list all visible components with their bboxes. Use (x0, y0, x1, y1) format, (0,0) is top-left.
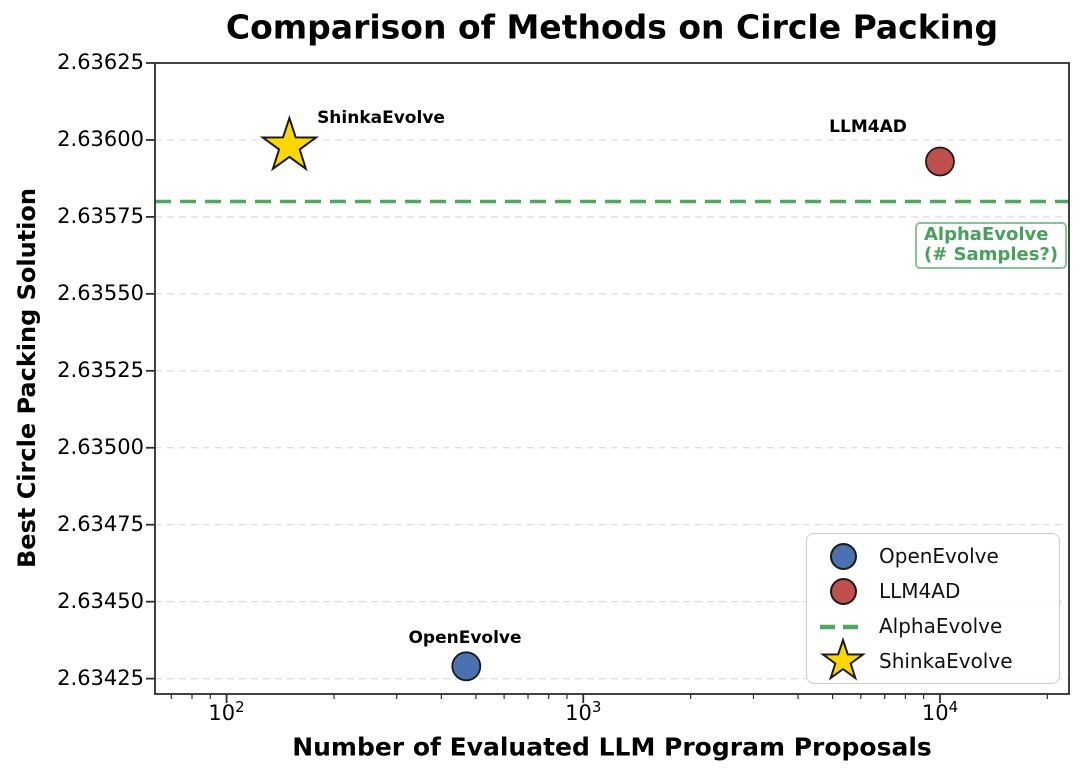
legend-item-openevolve: OpenEvolve (807, 539, 1059, 573)
legend: OpenEvolve LLM4AD AlphaEvolve ShinkaEvol… (806, 533, 1060, 684)
y-tick-label: 2.63600 (57, 126, 144, 151)
alphaevolve-annotation-line1: AlphaEvolve (924, 224, 1049, 245)
plot-border (154, 62, 1070, 695)
legend-item-alphaevolve: AlphaEvolve (807, 609, 1059, 643)
y-tick-label: 2.63425 (57, 665, 144, 690)
y-tick-label: 2.63450 (57, 588, 144, 613)
marker-shinkaevolve (259, 114, 320, 172)
x-tick-label: 104 (921, 698, 959, 725)
legend-label-llm4ad: LLM4AD (879, 579, 961, 604)
marker-openevolve (451, 651, 482, 682)
point-label-shinkaevolve: ShinkaEvolve (317, 108, 445, 128)
marker-llm4ad (925, 146, 955, 177)
y-tick-label: 2.63625 (57, 50, 144, 74)
y-tick-label: 2.63500 (57, 434, 144, 459)
point-label-openevolve: OpenEvolve (408, 628, 522, 648)
legend-circle-icon-openevolve (829, 542, 857, 570)
legend-label-alphaevolve: AlphaEvolve (879, 613, 1003, 638)
legend-label-shinkaevolve: ShinkaEvolve (879, 648, 1013, 673)
legend-item-shinkaevolve: ShinkaEvolve (807, 636, 1059, 681)
legend-dash-icon-alphaevolve (820, 616, 866, 635)
y-tick-label: 2.63575 (57, 203, 144, 228)
x-tick-label: 103 (565, 698, 602, 725)
x-tick-label: 102 (208, 698, 245, 725)
chart-title: Comparison of Methods on Circle Packing (225, 7, 999, 47)
x-axis-title: Number of Evaluated LLM Program Proposal… (292, 732, 932, 762)
y-tick-label: 2.63475 (57, 511, 144, 536)
legend-circle-icon-llm4ad (829, 577, 857, 605)
alphaevolve-annotation-line2: (# Samples?) (924, 244, 1059, 265)
y-tick-label: 2.63550 (57, 280, 144, 305)
legend-item-llm4ad: LLM4AD (807, 574, 1059, 608)
legend-label-openevolve: OpenEvolve (879, 544, 999, 569)
alphaevolve-annotation: AlphaEvolve (# Samples?) (915, 222, 1068, 269)
y-tick-label: 2.63525 (57, 357, 144, 382)
point-label-llm4ad: LLM4AD (829, 117, 907, 137)
legend-star-icon-shinkaevolve (819, 636, 867, 686)
